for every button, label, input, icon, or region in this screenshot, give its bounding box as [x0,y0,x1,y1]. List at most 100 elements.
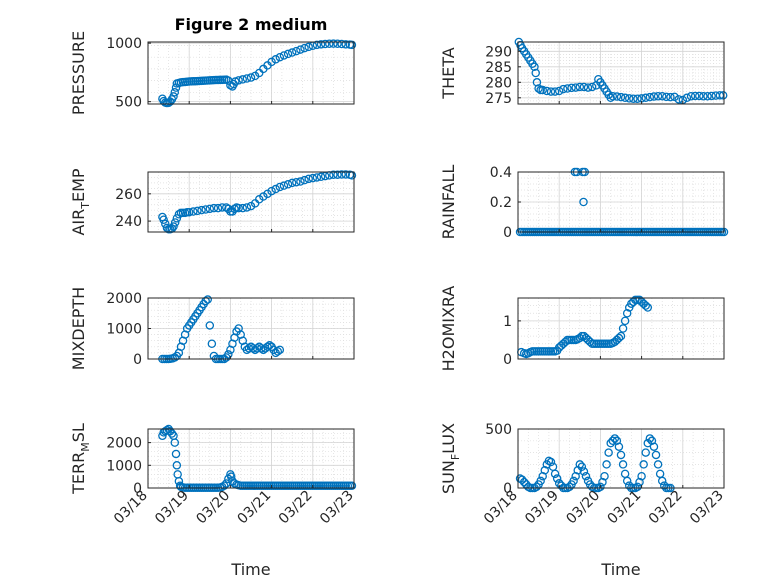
chart-sun_flux-point [641,448,650,457]
chart-terr_msl-x-tick-label: 03/23 [317,488,357,528]
chart-pressure-point [283,49,293,59]
chart-h2omixra-point [575,333,585,343]
chart-air_temp-point [213,203,223,213]
chart-sun_flux-point [602,460,611,469]
chart-theta-point [531,68,540,78]
chart-air_temp-point [267,186,276,196]
chart-sun_flux-point [550,469,560,479]
chart-sun_flux-point [618,460,628,469]
chart-theta-y-tick-label: 285 [485,60,512,76]
chart-air_temp-point [312,173,322,182]
chart-theta-y-label: THETA [439,47,458,99]
chart-pressure-point [279,51,289,60]
chart-sun_flux-point [657,476,667,486]
chart-terr_msl-point [347,481,357,490]
chart-terr_msl-y-label-main: TERR [69,452,88,495]
chart-sun_flux-axes-box [517,428,725,489]
chart-theta-point [532,78,542,87]
chart-rainfall-y-tick-label: 0.4 [490,165,512,181]
chart-mixdepth-point [252,344,262,353]
chart-air_temp-markers [158,170,357,234]
chart-terr_msl-point [167,429,177,438]
chart-theta-point [608,92,618,101]
chart-h2omixra-point [618,324,628,333]
chart-air_temp-y-tick-label: 240 [115,214,142,230]
chart-theta-point [624,94,634,103]
chart-sun_flux-point [653,460,663,469]
chart-mixdepth-axes: 0 1000 2000 MIXDEPTH [69,287,355,370]
chart-pressure-point [271,55,280,64]
chart-rainfall-axes: 0 0.2 0.4 RAINFALL [439,165,729,241]
chart-theta-point [641,93,650,103]
chart-theta-point [530,62,539,72]
chart-theta-point [662,92,671,102]
chart-h2omixra-markers [517,295,653,359]
chart-mixdepth-point [205,321,215,330]
chart-sun_flux-x-tick-label: 03/19 [522,488,562,528]
chart-air_temp-point [279,181,289,190]
chart-rainfall-y-tick-label: 0 [503,225,512,241]
chart-h2omixra-axes: 0 1 H2OMIXRA [439,286,725,371]
chart-h2omixra-grid [517,297,725,360]
chart-theta-y-tick-label: 280 [485,75,512,91]
chart-pressure-point [337,39,346,49]
chart-air_temp-point [287,178,297,188]
chart-mixdepth-y-label: MIXDEPTH [69,287,88,370]
chart-air_temp-point [271,184,280,194]
chart-air_temp-point [341,170,351,179]
chart-terr_msl-y-label-sub: M [79,442,92,452]
chart-sun_flux-x-tick-label: 03/22 [646,488,686,528]
chart-pressure-point [246,73,256,82]
chart-pressure-point [316,40,326,49]
chart-theta-point [579,82,589,92]
chart-pressure-point [275,52,285,62]
chart-rainfall-y-label: RAINFALL [439,165,458,240]
chart-mixdepth-point [257,344,266,353]
chart-sun_flux-y-label-main: SUN [439,460,458,494]
chart-sun_flux-y-label-tail: LUX [439,423,458,454]
chart-theta-point [538,85,547,95]
chart-sun_flux-point [579,467,589,476]
chart-sun_flux-y-label: SUNFLUX [439,423,462,494]
chart-terr_msl-point [174,476,184,486]
chart-h2omixra-point [616,331,626,341]
chart-air_temp-point [159,215,168,224]
chart-mixdepth-point [275,345,285,355]
chart-air_temp-point [172,214,182,223]
chart-terr_msl-y-tick-label: 1000 [106,458,142,474]
chart-sun_flux-point [532,482,541,492]
chart-theta-point [606,93,615,103]
chart-pressure-point [234,76,243,85]
chart-air_temp-y-label: AIRTEMP [69,168,92,235]
chart-h2omixra-point [641,301,650,310]
chart-theta-point [546,87,556,96]
chart-air_temp-point [201,205,210,214]
chart-air_temp-point [170,218,180,227]
chart-theta-y-tick-label: 275 [485,91,512,107]
chart-sun_flux-point [635,477,644,487]
chart-pressure-point [300,43,309,53]
chart-pressure-y-tick-label: 1000 [106,36,142,52]
chart-pressure-point [341,40,351,49]
chart-air_temp-point [304,174,313,184]
chart-pressure-point [347,40,357,50]
chart-air_temp-point [193,206,202,216]
chart-air_temp-point [300,175,309,185]
chart-rainfall-y-tick-label: 0.2 [490,195,512,211]
chart-terr_msl-x-tick-label: 03/22 [276,488,316,528]
chart-air_temp-point [217,203,227,212]
chart-sun_flux-axes: 0 500 03/18 03/19 03/20 03/21 03/22 03/23 Time SU… [439,422,727,579]
chart-pressure-point [304,42,313,52]
chart-air_temp-y-tick-label: 260 [115,187,142,203]
chart-h2omixra-point [614,333,624,343]
chart-mixdepth-y-tick-label: 0 [133,352,142,368]
chart-sun_flux-x-tick-label: 03/23 [687,488,727,528]
chart-air_temp-point [242,203,252,212]
chart-pressure-point [287,48,297,57]
chart-sun_flux-point [651,450,661,460]
chart-theta-point [653,92,663,101]
chart-theta-point [666,92,675,102]
chart-sun_flux-point [546,457,556,467]
chart-sun_flux-x-tick-label: 03/20 [563,488,603,528]
